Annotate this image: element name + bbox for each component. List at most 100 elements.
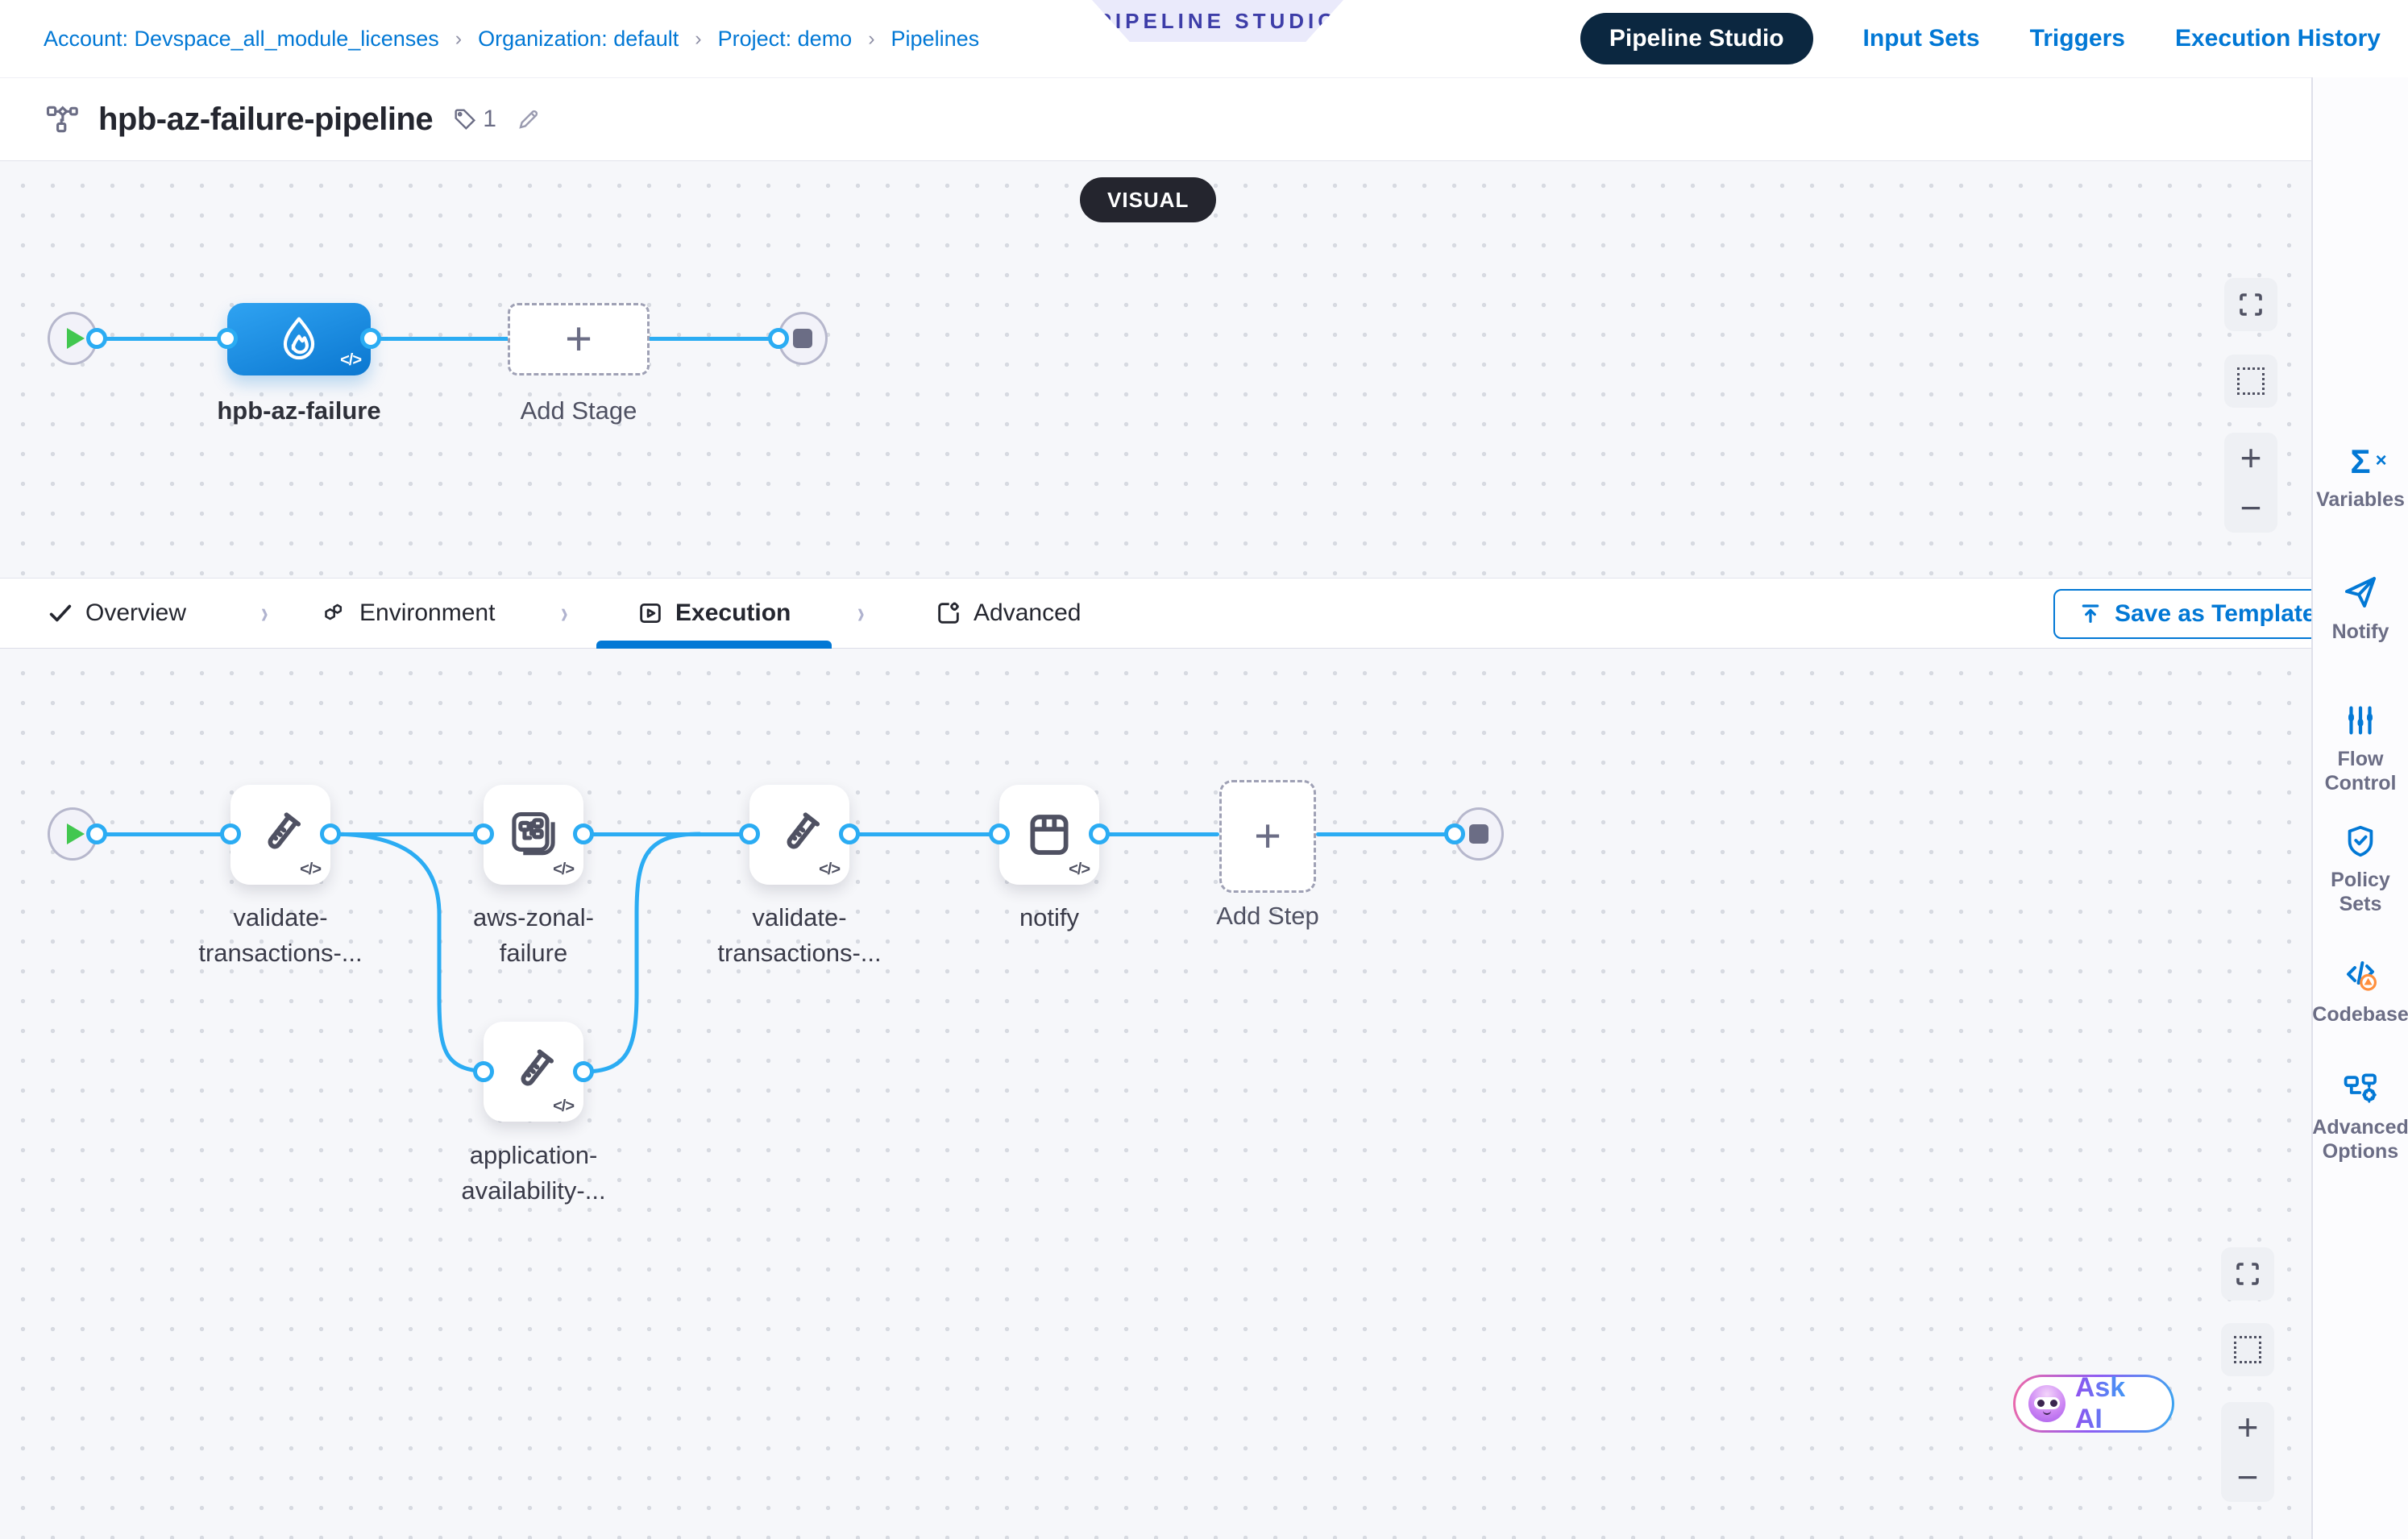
chaos-stage-icon [283, 317, 315, 360]
yaml-code-glyph: </> [340, 351, 362, 369]
connector-port [839, 823, 860, 844]
step-notify[interactable]: </> [999, 785, 1099, 885]
toggle-visual[interactable]: VISUAL [1080, 177, 1217, 222]
multi-select-button[interactable] [2221, 1323, 2274, 1376]
save-as-template-button[interactable]: Save as Template [2053, 589, 2340, 639]
yaml-code-glyph: </> [553, 861, 575, 878]
tab-advanced[interactable]: Advanced [935, 579, 1081, 648]
stage-node-hpb-az-failure[interactable]: </> [227, 303, 371, 375]
sidebar-item-notify[interactable]: Notify [2313, 573, 2408, 644]
nav-execution-history[interactable]: Execution History [2174, 25, 2381, 52]
breadcrumb: Account: Devspace_all_module_licenses › … [44, 0, 979, 77]
add-step-label: Add Step [1216, 902, 1319, 930]
tab-execution[interactable]: Execution [637, 579, 791, 648]
execution-canvas[interactable]: </> </> [0, 649, 2311, 1539]
connector-port [220, 823, 241, 844]
tab-separator: › [857, 595, 865, 630]
start-play-icon [66, 823, 85, 844]
connector-port [768, 328, 789, 349]
fullscreen-button[interactable] [2224, 278, 2277, 331]
step-connector-line [1316, 832, 1455, 836]
step-connector-line [97, 832, 1219, 836]
connector-port [360, 328, 381, 349]
notify-step-icon [1030, 815, 1069, 855]
tag-count[interactable]: 1 [452, 106, 496, 133]
connector-port [573, 823, 594, 844]
nav-pipeline-studio[interactable]: Pipeline Studio [1580, 13, 1813, 64]
chaos-experiment-icon [512, 811, 555, 856]
add-stage-label: Add Stage [520, 396, 637, 425]
connector-port [989, 823, 1010, 844]
stop-icon [793, 329, 812, 348]
connector-port [473, 823, 494, 844]
step-label: validate-transactions-... [717, 903, 882, 967]
zoom-in-button[interactable]: + [2240, 437, 2262, 479]
stage-connector-line [97, 337, 778, 341]
step-validate-transactions-2[interactable]: </> [749, 785, 849, 885]
breadcrumb-separator: › [868, 27, 875, 50]
fullscreen-button[interactable] [2221, 1247, 2274, 1300]
sidebar-item-policy-sets[interactable]: Policy Sets [2313, 823, 2408, 916]
nav-triggers[interactable]: Triggers [2029, 25, 2125, 52]
stage-canvas[interactable]: </> + hpb-az-failure Add Stage + − [0, 161, 2311, 578]
breadcrumb-account[interactable]: Account: Devspace_all_module_licenses [44, 26, 439, 51]
connector-port [86, 823, 107, 844]
connector-port [1444, 823, 1465, 844]
step-label: aws-zonal-failure [473, 903, 594, 967]
stop-icon [1469, 824, 1488, 844]
active-tab-indicator [596, 641, 832, 649]
sidebar-item-flow-control[interactable]: Flow Control [2313, 702, 2408, 795]
execution-icon [640, 603, 661, 624]
tab-overview[interactable]: Overview [47, 579, 186, 648]
stage-config-tabbar: Overview › Environment › Execution › [0, 578, 2311, 649]
multi-select-button[interactable] [2224, 355, 2277, 408]
tag-icon [455, 109, 476, 131]
step-application-availability[interactable]: </> [484, 1022, 583, 1122]
advanced-icon [938, 602, 959, 624]
step-aws-zonal-failure[interactable]: </> [484, 785, 583, 885]
breadcrumb-project[interactable]: Project: demo [717, 26, 853, 51]
ask-ai-button[interactable]: Ask AI [2013, 1372, 2174, 1434]
breadcrumb-pipelines[interactable]: Pipelines [891, 26, 980, 51]
connector-port [573, 1061, 594, 1082]
pipeline-header: hpb-az-failure-pipeline 1 VISUAL YAML [0, 77, 2311, 230]
connector-port [86, 328, 107, 349]
sidebar-item-codebase[interactable]: Codebase [2312, 956, 2408, 1027]
add-stage-button[interactable]: + [508, 303, 650, 375]
right-sidebar: Σ × Variables Notify Flow Control [2311, 77, 2408, 1539]
nav-input-sets[interactable]: Input Sets [1862, 25, 1980, 52]
edit-pencil-icon[interactable] [516, 106, 542, 132]
tab-separator: › [560, 595, 568, 630]
yaml-code-glyph: </> [553, 1097, 575, 1115]
zoom-out-button[interactable]: − [2236, 1456, 2259, 1498]
ai-robot-icon [2028, 1385, 2065, 1422]
top-bar: Account: Devspace_all_module_licenses › … [0, 0, 2408, 77]
breadcrumb-separator: › [455, 27, 463, 50]
upload-icon [2082, 604, 2099, 623]
sidebar-item-variables[interactable]: Σ × Variables [2316, 442, 2405, 512]
start-play-icon [66, 328, 85, 349]
yaml-code-glyph: </> [1069, 861, 1090, 878]
paper-plane-icon [2345, 577, 2376, 608]
tab-environment[interactable]: Environment [321, 579, 495, 648]
flow-control-icon [2348, 706, 2373, 735]
codebase-warning-icon [2347, 961, 2377, 991]
breadcrumb-organization[interactable]: Organization: default [478, 26, 679, 51]
step-validate-transactions-1[interactable]: </> [230, 785, 330, 885]
zoom-out-button[interactable]: − [2240, 487, 2262, 529]
zoom-controls: + − [2224, 433, 2277, 533]
connector-port [217, 328, 238, 349]
breadcrumb-separator: › [695, 27, 702, 50]
parallel-branch-connectors [328, 832, 702, 1074]
zoom-in-button[interactable]: + [2236, 1406, 2259, 1448]
sidebar-item-advanced-options[interactable]: Advanced Options [2312, 1068, 2408, 1164]
yaml-code-glyph: </> [819, 861, 841, 878]
add-step-button[interactable]: + [1219, 780, 1316, 893]
connector-port [473, 1061, 494, 1082]
zoom-controls: + − [2221, 1402, 2274, 1502]
fullscreen-icon [2236, 1263, 2259, 1285]
connector-port [1089, 823, 1110, 844]
yaml-code-glyph: </> [300, 861, 322, 878]
connector-port [739, 823, 760, 844]
